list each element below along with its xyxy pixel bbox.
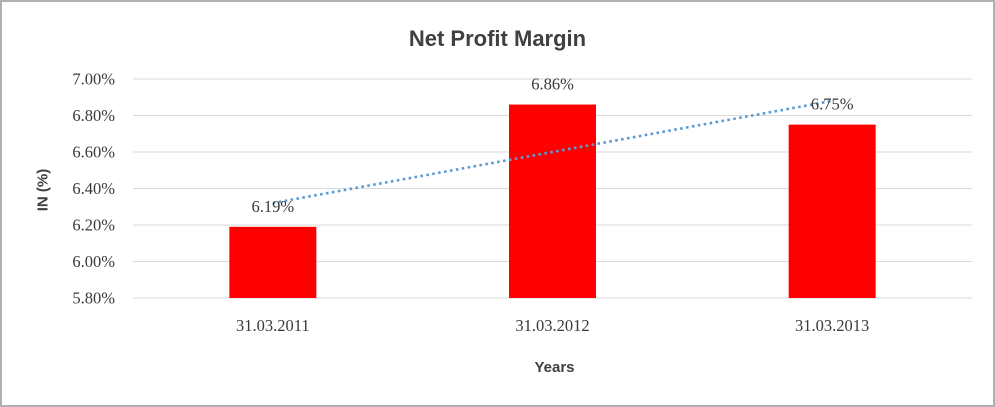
x-tick-label: 31.03.2012 [515, 316, 589, 335]
y-tick-label: 6.80% [72, 106, 115, 125]
y-tick-label: 6.40% [72, 179, 115, 198]
y-tick-label: 7.00% [72, 70, 115, 89]
y-tick-label: 6.60% [72, 143, 115, 162]
y-tick-label: 6.20% [72, 216, 115, 235]
y-tick-label: 6.00% [72, 252, 115, 271]
bar-data-label: 6.86% [531, 75, 574, 94]
bar [509, 104, 596, 298]
y-tick-label: 5.80% [72, 289, 115, 308]
x-tick-label: 31.03.2013 [795, 316, 869, 335]
y-axis-title: IN (%) [34, 168, 52, 212]
x-axis-title: Years [534, 359, 575, 376]
trendline [272, 99, 833, 205]
bar [229, 226, 317, 298]
x-tick-label: 31.03.2011 [236, 316, 310, 335]
bar-data-label: 6.75% [811, 95, 854, 114]
bar [788, 124, 876, 298]
bar-data-label: 6.19% [252, 197, 295, 216]
